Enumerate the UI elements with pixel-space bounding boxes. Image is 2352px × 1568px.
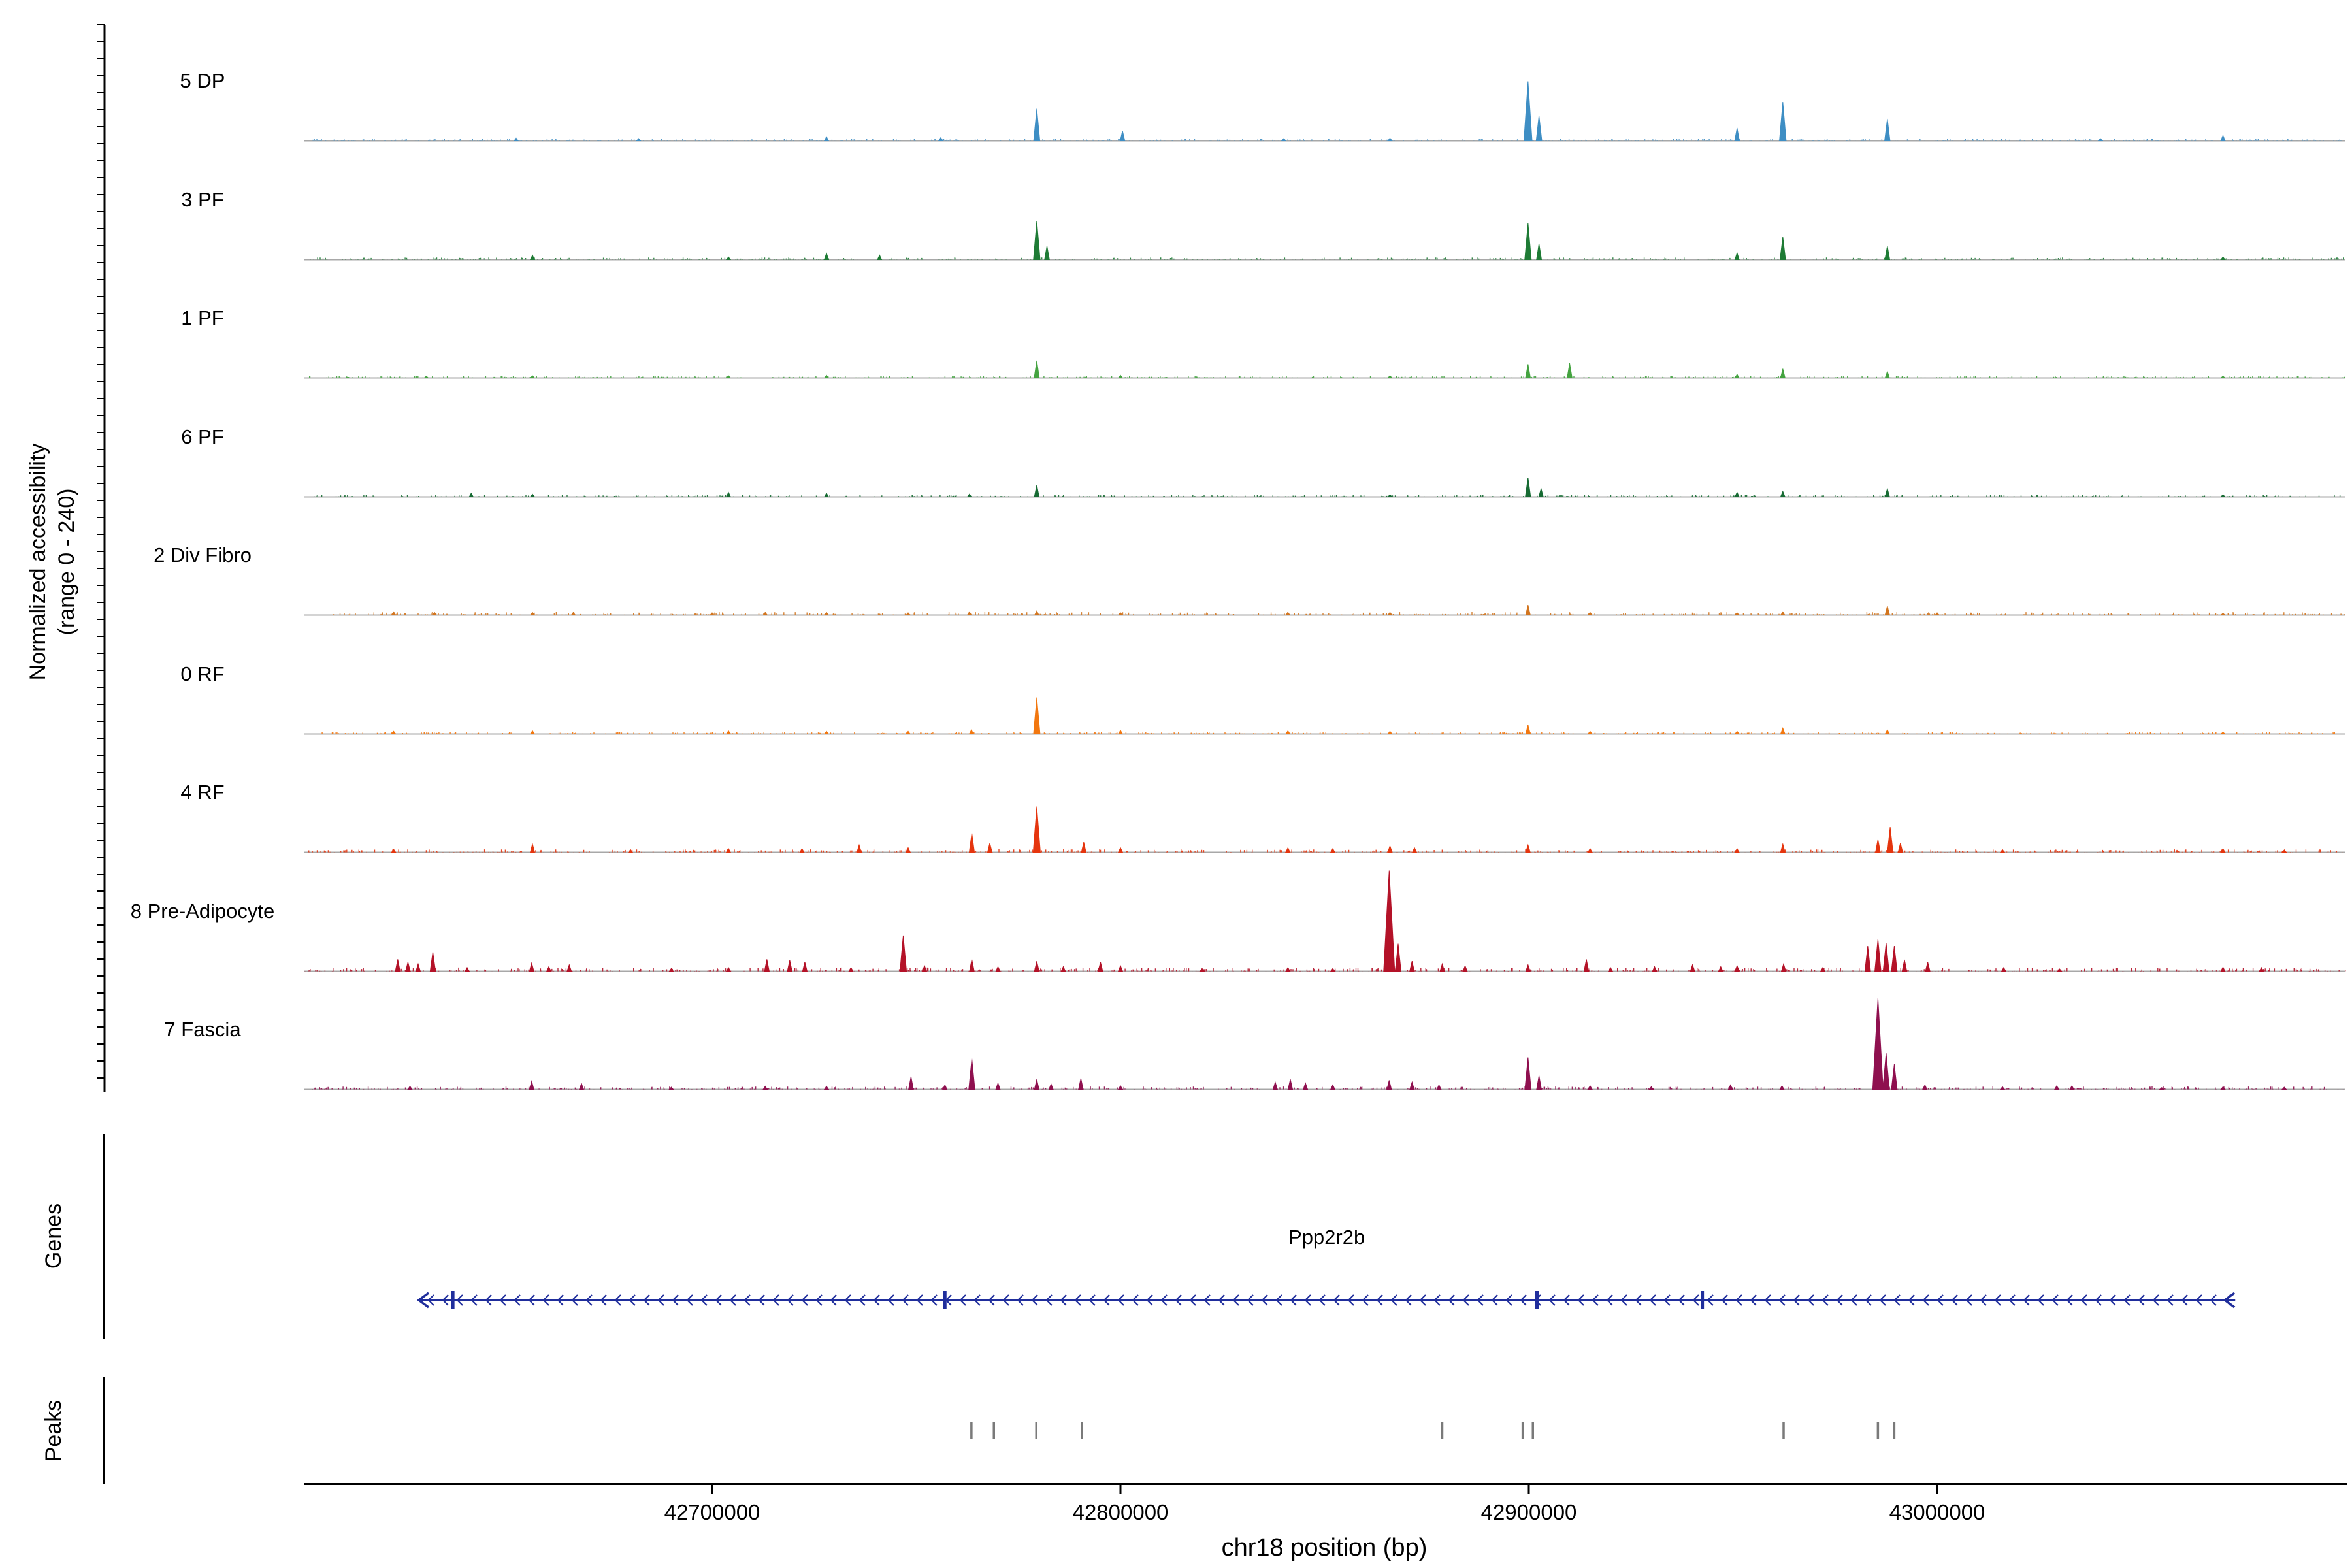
track-row-1-pf: 1 PF — [0, 261, 2352, 380]
peak-mark — [1876, 1422, 1880, 1439]
track-signal-6-pf — [304, 477, 2345, 497]
track-row-0-rf: 0 RF — [0, 617, 2352, 736]
track-row-2-div-fibro: 2 Div Fibro — [0, 498, 2352, 617]
x-tick-mark — [711, 1485, 713, 1494]
peak-mark — [1081, 1422, 1083, 1439]
peak-mark — [992, 1422, 995, 1439]
track-row-7-fascia: 7 Fascia — [0, 972, 2352, 1091]
peak-mark — [1035, 1422, 1037, 1439]
track-signal-8-pre-adipocyte — [304, 870, 2346, 972]
peak-mark — [1521, 1422, 1524, 1439]
track-label-8-pre-adipocyte: 8 Pre-Adipocyte — [130, 899, 275, 923]
x-tick-label: 42700000 — [664, 1500, 760, 1524]
peaks-track — [970, 1422, 1896, 1439]
track-signal-4-rf — [304, 806, 2345, 853]
x-tick-mark — [1936, 1485, 1938, 1494]
peaks-section-label: Peaks — [41, 1399, 66, 1462]
genes-section-bracket — [103, 1134, 105, 1339]
track-row-3-pf: 3 PF — [0, 142, 2352, 261]
track-signal-3-pf — [304, 220, 2345, 260]
peak-mark — [1531, 1422, 1534, 1439]
track-label-3-pf: 3 PF — [181, 188, 224, 211]
genes-section-label: Genes — [41, 1203, 66, 1269]
x-tick-label: 42900000 — [1480, 1500, 1577, 1524]
gene-name-label: Ppp2r2b — [1288, 1226, 1365, 1249]
peaks-section-bracket — [103, 1377, 105, 1484]
track-row-6-pf: 6 PF — [0, 380, 2352, 498]
track-label-6-pf: 6 PF — [181, 425, 224, 448]
track-label-0-rf: 0 RF — [180, 662, 225, 685]
track-row-8-pre-adipocyte: 8 Pre-Adipocyte — [0, 854, 2352, 973]
peak-mark — [1782, 1422, 1785, 1439]
track-signal-1-pf — [304, 360, 2345, 379]
track-row-4-rf: 4 RF — [0, 735, 2352, 854]
track-signal-7-fascia — [304, 998, 2345, 1090]
x-tick-label: 43000000 — [1889, 1500, 1985, 1524]
y-axis-ruler — [97, 24, 106, 1092]
track-row-5-dp: 5 DP — [0, 24, 2352, 142]
x-tick-mark — [1119, 1485, 1122, 1494]
gene-track: Ppp2r2b — [417, 1226, 2236, 1309]
track-label-4-rf: 4 RF — [180, 781, 225, 804]
track-label-5-dp: 5 DP — [180, 69, 225, 92]
track-label-2-div-fibro: 2 Div Fibro — [154, 544, 252, 566]
peak-mark — [1441, 1422, 1444, 1439]
x-tick-label: 42800000 — [1072, 1500, 1169, 1524]
x-tick-mark — [1527, 1485, 1530, 1494]
peak-mark — [1893, 1422, 1896, 1439]
track-label-7-fascia: 7 Fascia — [164, 1018, 241, 1041]
track-signal-2-div-fibro — [304, 604, 2345, 616]
peak-mark — [970, 1422, 973, 1439]
track-signal-5-dp — [304, 81, 2345, 142]
track-signal-0-rf — [304, 696, 2345, 734]
x-axis-title: chr18 position (bp) — [1221, 1534, 1428, 1561]
track-label-1-pf: 1 PF — [181, 306, 224, 329]
x-axis-line — [304, 1483, 2347, 1485]
